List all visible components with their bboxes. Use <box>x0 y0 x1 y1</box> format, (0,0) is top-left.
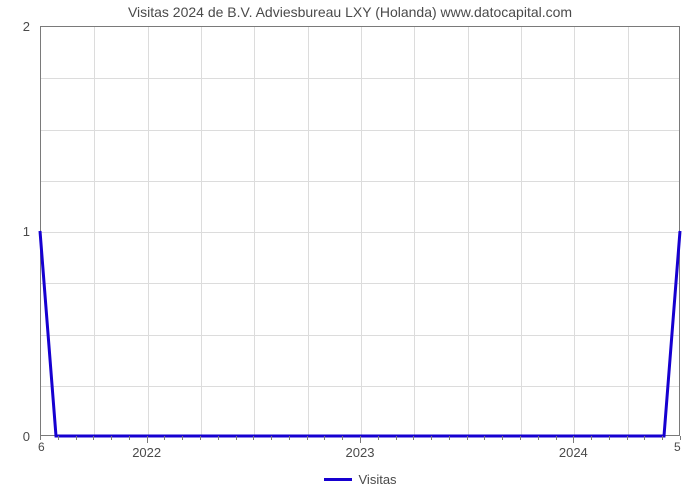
legend-swatch <box>324 478 352 481</box>
x-minor-tick-mark <box>484 436 485 440</box>
y-tick-label: 1 <box>0 224 30 239</box>
x-minor-tick-mark <box>76 436 77 440</box>
x-major-tick-mark <box>360 436 361 443</box>
x-minor-tick-mark <box>662 436 663 440</box>
x-minor-tick-mark <box>502 436 503 440</box>
x-minor-tick-mark <box>431 436 432 440</box>
x-minor-tick-mark <box>627 436 628 440</box>
x-minor-tick-mark <box>378 436 379 440</box>
series-line <box>40 231 680 436</box>
x-minor-tick-mark <box>289 436 290 440</box>
x-minor-tick-mark <box>467 436 468 440</box>
x-minor-tick-mark <box>644 436 645 440</box>
x-minor-tick-mark <box>236 436 237 440</box>
x-minor-tick-mark <box>58 436 59 440</box>
x-minor-tick-mark <box>253 436 254 440</box>
x-minor-tick-mark <box>609 436 610 440</box>
corner-label-right: 5 <box>674 440 681 454</box>
y-tick-label: 2 <box>0 19 30 34</box>
x-minor-tick-mark <box>218 436 219 440</box>
x-minor-tick-mark <box>342 436 343 440</box>
x-minor-tick-mark <box>164 436 165 440</box>
corner-label-left: 6 <box>38 440 45 454</box>
x-minor-tick-mark <box>520 436 521 440</box>
x-tick-label: 2022 <box>107 445 187 460</box>
legend: Visitas <box>324 472 397 487</box>
x-tick-label: 2024 <box>533 445 613 460</box>
x-minor-tick-mark <box>324 436 325 440</box>
x-minor-tick-mark <box>200 436 201 440</box>
x-minor-tick-mark <box>538 436 539 440</box>
x-minor-tick-mark <box>93 436 94 440</box>
x-major-tick-mark <box>573 436 574 443</box>
x-tick-label: 2023 <box>320 445 400 460</box>
x-minor-tick-mark <box>413 436 414 440</box>
y-tick-label: 0 <box>0 429 30 444</box>
legend-label: Visitas <box>359 472 397 487</box>
x-minor-tick-mark <box>271 436 272 440</box>
x-minor-tick-mark <box>591 436 592 440</box>
x-major-tick-mark <box>147 436 148 443</box>
x-minor-tick-mark <box>307 436 308 440</box>
line-layer <box>0 0 700 500</box>
x-minor-tick-mark <box>449 436 450 440</box>
x-minor-tick-mark <box>111 436 112 440</box>
x-minor-tick-mark <box>182 436 183 440</box>
x-minor-tick-mark <box>129 436 130 440</box>
x-minor-tick-mark <box>556 436 557 440</box>
x-minor-tick-mark <box>396 436 397 440</box>
